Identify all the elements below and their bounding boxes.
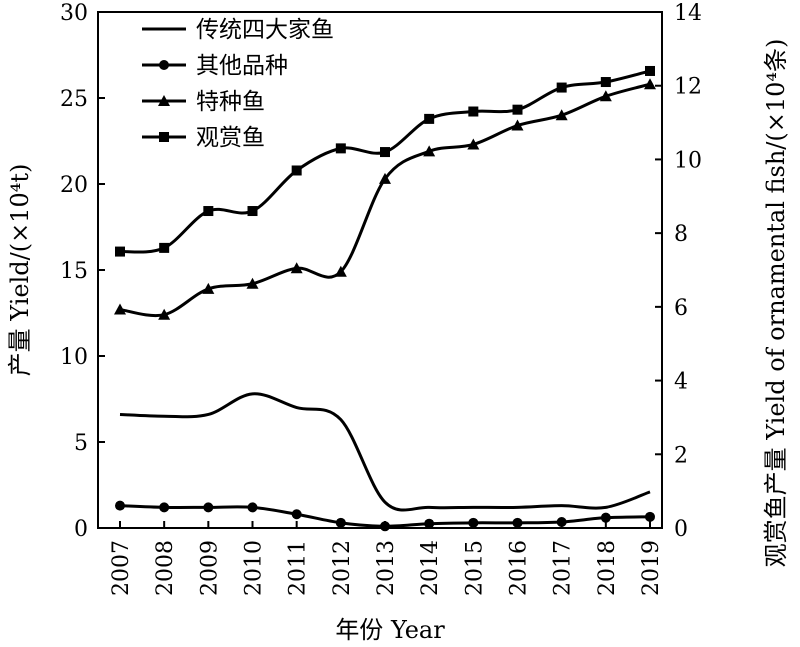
data-point [600, 77, 611, 88]
x-tick-label: 2019 [639, 540, 664, 596]
x-tick-label: 2018 [595, 540, 620, 596]
legend-label: 观赏鱼 [196, 125, 265, 151]
data-point [203, 206, 214, 217]
y2-tick-label: 2 [674, 443, 688, 468]
data-point [247, 206, 258, 217]
x-tick-label: 2010 [242, 540, 267, 596]
data-point [203, 502, 214, 513]
data-point [380, 147, 390, 158]
plot-frame [97, 11, 663, 529]
y2-tick-label: 6 [674, 296, 688, 321]
y-tick-label: 5 [74, 431, 88, 456]
data-point [379, 172, 391, 184]
y2-tick-label: 0 [674, 517, 688, 542]
legend-item: 传统四大家鱼 [142, 17, 334, 43]
series-4 [115, 65, 655, 257]
x-tick-label: 2017 [551, 540, 576, 596]
series-layer [114, 65, 656, 532]
y2-axis-title: 观赏鱼产量 Yield of ornamental fish/(×10⁴条) [762, 39, 790, 568]
y2-tick-label: 8 [674, 222, 688, 247]
legend-item: 观赏鱼 [142, 125, 265, 151]
y2-tick-label: 4 [674, 370, 688, 395]
data-point [334, 265, 347, 277]
data-point [467, 138, 480, 150]
y-tick-label: 30 [60, 1, 88, 26]
data-point [291, 509, 302, 520]
data-point [512, 104, 523, 115]
legend-marker [159, 132, 169, 142]
data-point [556, 516, 567, 527]
data-point [291, 165, 302, 176]
x-tick-label: 2007 [109, 540, 134, 596]
data-point [335, 143, 346, 154]
data-point [290, 262, 303, 274]
data-point [424, 113, 435, 124]
data-point [114, 303, 126, 315]
series-2 [115, 500, 655, 532]
data-point [159, 242, 170, 253]
data-point [599, 90, 612, 102]
series-3 [114, 78, 656, 320]
data-point [423, 145, 436, 157]
data-point [512, 517, 523, 528]
data-point [115, 246, 125, 257]
series-1 [119, 392, 651, 512]
data-point [246, 277, 259, 289]
data-point [468, 106, 479, 117]
y2-tick-label: 12 [674, 75, 702, 100]
x-tick-label: 2011 [286, 540, 311, 596]
legend-label: 传统四大家鱼 [196, 17, 334, 43]
y-tick-label: 0 [74, 517, 88, 542]
data-point [202, 282, 215, 294]
legend-marker [158, 95, 170, 106]
data-point [645, 511, 655, 522]
x-tick-label: 2014 [418, 540, 443, 596]
axes: 0 5 10 15 20 25 30 0 2 4 6 8 10 12 14 2007 2008 2009 2010 2… [60, 1, 702, 596]
data-point [158, 308, 171, 320]
x-tick-label: 2015 [462, 540, 487, 596]
x-tick-label: 2016 [507, 540, 532, 596]
y-tick-label: 15 [60, 259, 88, 284]
x-axis-title: 年份 Year [335, 616, 445, 644]
data-point [644, 78, 656, 90]
legend-label: 其他品种 [196, 53, 288, 79]
y-tick-label: 20 [60, 173, 88, 198]
x-tick-label: 2012 [330, 540, 355, 596]
series-line [119, 392, 651, 512]
data-point [424, 518, 435, 529]
data-point [380, 521, 390, 532]
data-point [555, 109, 568, 121]
legend-marker [159, 60, 169, 70]
x-tick-label: 2013 [374, 540, 399, 596]
x-tick-label: 2009 [197, 540, 222, 596]
y2-tick-label: 10 [674, 148, 702, 173]
data-point [556, 82, 567, 93]
x-tick-label: 2008 [153, 540, 178, 596]
legend-item: 特种鱼 [142, 89, 265, 115]
data-point [511, 119, 524, 131]
data-point [468, 517, 479, 528]
y-axis-title: 产量 Yield/(×10⁴t) [6, 164, 34, 377]
series-line [119, 82, 651, 318]
data-point [115, 500, 125, 511]
data-point [645, 65, 655, 76]
data-point [247, 502, 258, 513]
legend-label: 特种鱼 [196, 89, 265, 115]
data-point [159, 502, 170, 513]
y-tick-label: 25 [60, 87, 88, 112]
y-tick-label: 10 [60, 345, 88, 370]
data-point [335, 517, 346, 528]
data-point [600, 512, 611, 523]
y2-tick-label: 14 [674, 1, 702, 26]
legend-item: 其他品种 [142, 53, 288, 79]
